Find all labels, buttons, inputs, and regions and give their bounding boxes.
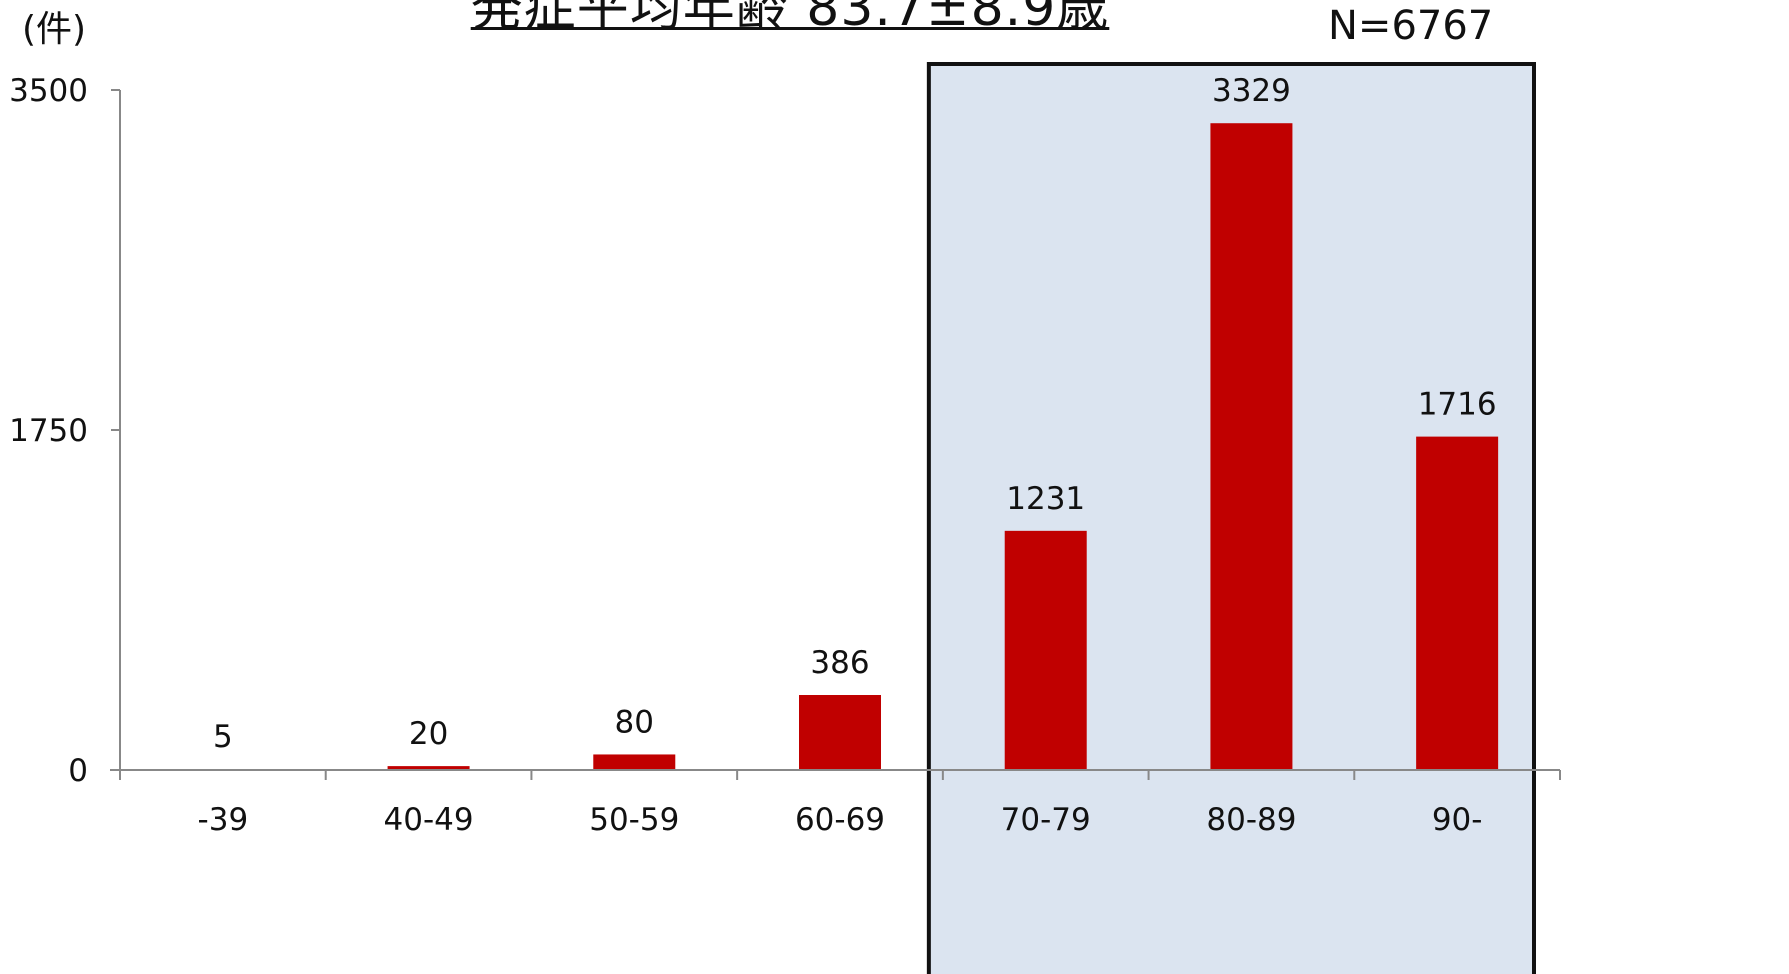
bar-40-49 bbox=[387, 766, 470, 770]
bar-90- bbox=[1416, 436, 1499, 770]
y-tick-label: 3500 bbox=[9, 73, 88, 109]
x-category-label: 90- bbox=[1432, 802, 1483, 838]
data-label: 20 bbox=[409, 716, 448, 752]
bar-50-59 bbox=[593, 754, 676, 770]
sample-size-label: N=6767 bbox=[1328, 3, 1494, 49]
x-category-label: -39 bbox=[198, 802, 249, 838]
x-category-label: 80-89 bbox=[1206, 802, 1296, 838]
data-label: 386 bbox=[810, 645, 869, 681]
data-label: 80 bbox=[615, 704, 654, 740]
y-tick-label: 1750 bbox=[9, 413, 88, 449]
x-category-label: 70-79 bbox=[1001, 802, 1091, 838]
data-label: 1231 bbox=[1006, 481, 1085, 517]
y-tick-label: 0 bbox=[68, 753, 88, 789]
data-label: 5 bbox=[213, 719, 233, 755]
bar-70-79 bbox=[1004, 530, 1087, 770]
data-label: 1716 bbox=[1418, 387, 1497, 423]
x-category-label: 50-59 bbox=[589, 802, 679, 838]
chart-title: 発症平均年齢 83.7±8.9歳 bbox=[470, 0, 1110, 38]
data-label: 3329 bbox=[1212, 73, 1291, 109]
x-category-label: 60-69 bbox=[795, 802, 885, 838]
bar-80-89 bbox=[1210, 123, 1293, 771]
y-axis-unit-label: (件) bbox=[22, 9, 87, 50]
bar-60-69 bbox=[799, 695, 881, 770]
x-category-label: 40-49 bbox=[384, 802, 474, 838]
